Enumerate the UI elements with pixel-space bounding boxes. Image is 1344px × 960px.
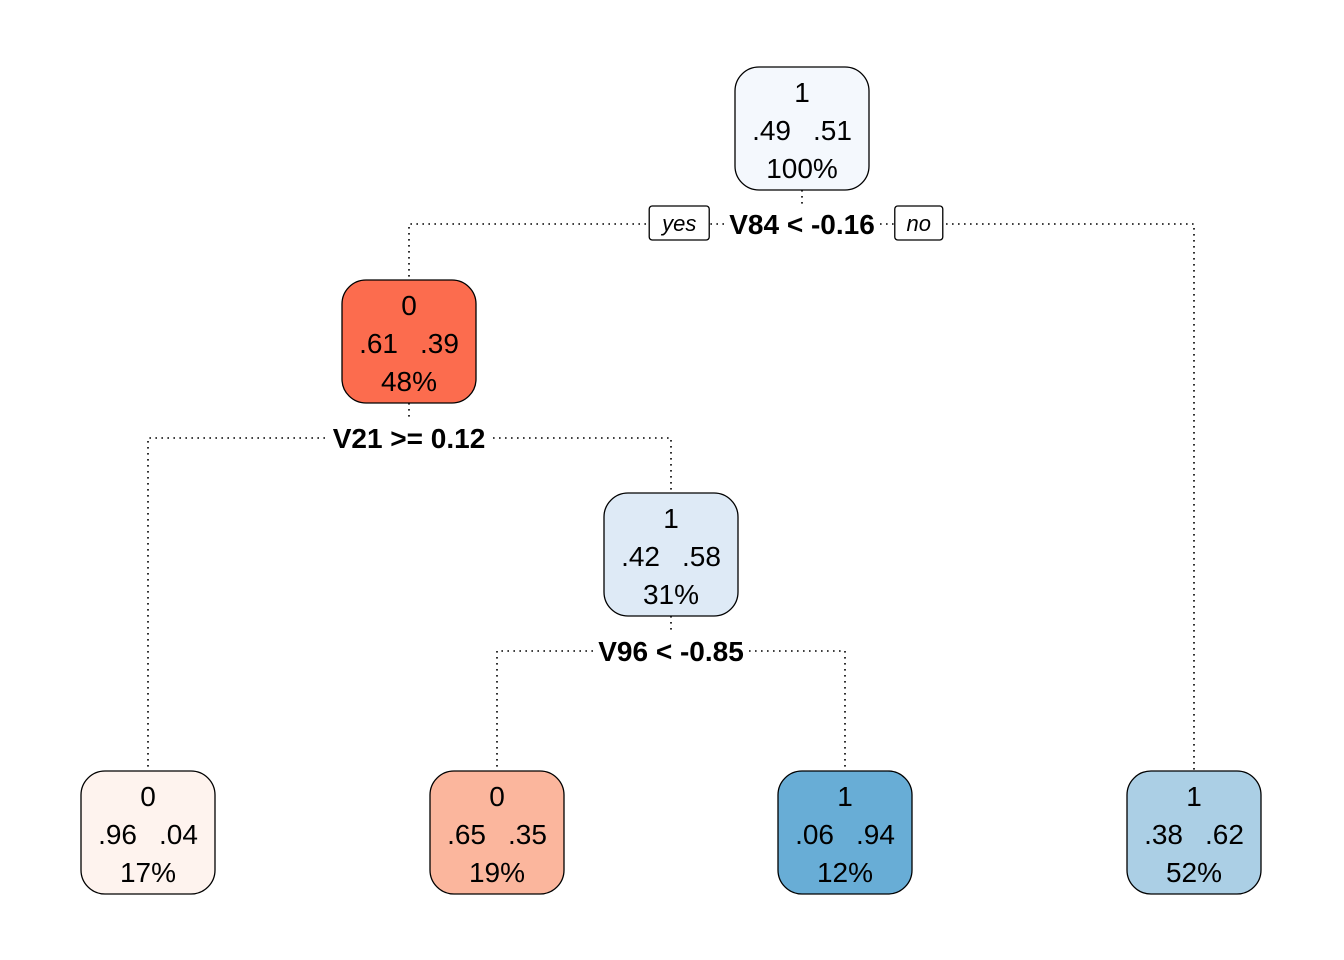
node-percent: 17% bbox=[120, 857, 176, 888]
node-class-label: 1 bbox=[663, 503, 679, 534]
node-prob-0: .42 bbox=[621, 541, 660, 572]
node-prob-1: .04 bbox=[159, 819, 198, 850]
node-prob-1: .58 bbox=[682, 541, 721, 572]
tree-node-n11: 1.06 .94 12% bbox=[777, 770, 913, 895]
node-prob-0: .96 bbox=[98, 819, 137, 850]
edge-tags: yes no bbox=[648, 205, 944, 241]
tree-node-root: 1.49 .51 100% bbox=[734, 66, 870, 191]
split-condition-root: V84 < -0.16 bbox=[729, 209, 875, 240]
node-box bbox=[734, 66, 870, 191]
node-percent: 100% bbox=[766, 153, 838, 184]
node-percent: 19% bbox=[469, 857, 525, 888]
node-prob-1: .94 bbox=[856, 819, 895, 850]
node-prob-0: .61 bbox=[359, 328, 398, 359]
split-label-backdrop bbox=[594, 633, 748, 669]
split-condition-n2: V21 >= 0.12 bbox=[333, 423, 486, 454]
split-labels: V84 < -0.16 V21 >= 0.12 V96 < -0.85 bbox=[328, 206, 879, 669]
node-percent: 52% bbox=[1166, 857, 1222, 888]
node-prob-0: .06 bbox=[795, 819, 834, 850]
node-class-label: 1 bbox=[794, 77, 810, 108]
node-box bbox=[777, 770, 913, 895]
node-class-label: 1 bbox=[1186, 781, 1202, 812]
node-class-label: 0 bbox=[401, 290, 417, 321]
node-percent: 12% bbox=[817, 857, 873, 888]
node-prob-1: .35 bbox=[508, 819, 547, 850]
split-label-backdrop bbox=[725, 206, 879, 242]
node-box bbox=[80, 770, 216, 895]
edge-n2-n4 bbox=[147, 437, 409, 771]
no-tag-box bbox=[894, 205, 944, 241]
yes-tag-label: yes bbox=[660, 211, 696, 236]
tree-nodes: 1.49.51100%0.61.3948%1.42.5831%0.96.0417… bbox=[80, 66, 1262, 895]
node-class-label: 0 bbox=[140, 781, 156, 812]
edge-n5-n11 bbox=[671, 650, 846, 771]
yes-tag: yes bbox=[648, 205, 710, 241]
node-box bbox=[603, 492, 739, 617]
split-condition-n5: V96 < -0.85 bbox=[598, 636, 744, 667]
node-box bbox=[1126, 770, 1262, 895]
tree-node-n10: 0.65 .35 19% bbox=[429, 770, 565, 895]
node-prob-1: .51 bbox=[813, 115, 852, 146]
split-label-backdrop bbox=[328, 420, 490, 456]
node-class-label: 0 bbox=[489, 781, 505, 812]
tree-node-n2: 0.61 .39 48% bbox=[341, 279, 477, 404]
node-box bbox=[341, 279, 477, 404]
node-prob-0: .65 bbox=[447, 819, 486, 850]
tree-node-n7: 1.38 .62 52% bbox=[1126, 770, 1262, 895]
tree-node-n4: 0.96 .04 17% bbox=[80, 770, 216, 895]
node-percent: 48% bbox=[381, 366, 437, 397]
no-tag: no bbox=[894, 205, 944, 241]
yes-tag-box bbox=[648, 205, 710, 241]
node-box bbox=[429, 770, 565, 895]
tree-node-n5: 1.42 .58 31% bbox=[603, 492, 739, 617]
edge-n5-n10 bbox=[496, 650, 671, 771]
node-prob-0: .49 bbox=[752, 115, 791, 146]
edge-root-n7 bbox=[802, 223, 1195, 771]
node-prob-1: .39 bbox=[420, 328, 459, 359]
tree-edges bbox=[147, 190, 1195, 771]
node-prob-1: .62 bbox=[1205, 819, 1244, 850]
no-tag-label: no bbox=[907, 211, 931, 236]
node-percent: 31% bbox=[643, 579, 699, 610]
node-prob-0: .38 bbox=[1144, 819, 1183, 850]
node-class-label: 1 bbox=[837, 781, 853, 812]
